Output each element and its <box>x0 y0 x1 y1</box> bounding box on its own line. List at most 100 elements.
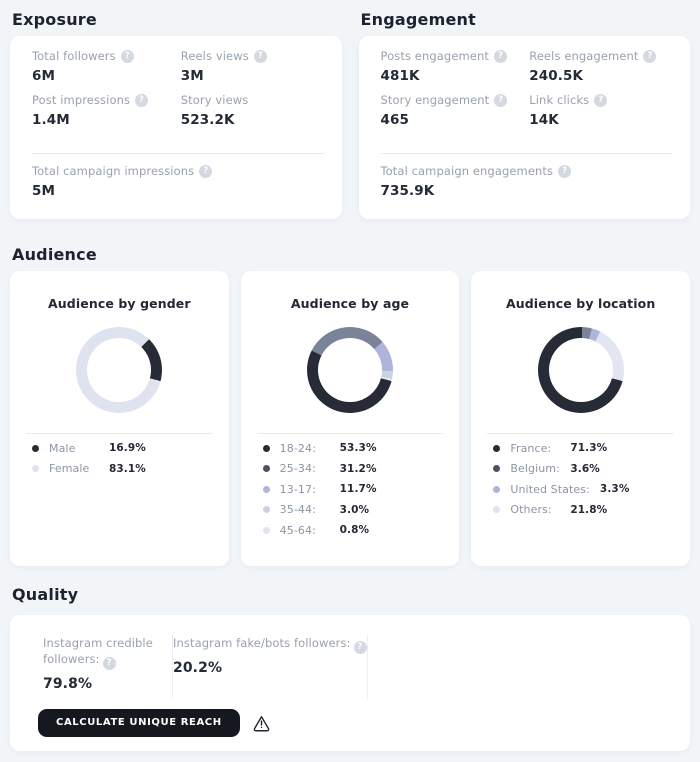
stat-value: 1.4M <box>32 112 70 128</box>
legend-dot <box>32 444 39 452</box>
legend-label: 25-34: <box>279 462 316 476</box>
help-icon[interactable] <box>594 93 608 107</box>
exposure-section: Exposure Total followers 6M <box>10 10 342 219</box>
stat-item: Total followers 6M <box>32 48 173 86</box>
stat-item: Link clicks 14K <box>529 92 670 130</box>
stat-label: Post impressions <box>32 92 173 108</box>
legend-item: 18-24: 53.3% <box>257 438 444 459</box>
legend-item: Belgium: 3.6% <box>487 459 674 480</box>
location-donut-chart <box>537 327 624 413</box>
stat-label: Posts engagement <box>381 48 522 64</box>
legend-label: 45-64: <box>279 523 316 537</box>
age-legend: 18-24: 53.3% 25-34: 31.2% 13-17: 11.7% <box>257 438 444 541</box>
legend-value: 0.8% <box>339 524 370 537</box>
stat-item: Reels views 3M <box>181 48 322 86</box>
help-icon[interactable] <box>120 49 134 63</box>
legend-label: 18-24: <box>279 441 316 455</box>
divider <box>380 153 672 154</box>
chart-title: Audience by gender <box>48 296 191 311</box>
stat-label: Reels engagement <box>529 48 670 64</box>
exposure-stats: Total followers 6M Reels views 3M <box>32 48 322 136</box>
legend-value: 53.3% <box>339 442 377 455</box>
divider <box>487 433 674 434</box>
help-icon[interactable] <box>494 93 508 107</box>
legend-item: Male 16.9% <box>26 438 213 459</box>
legend-value: 11.7% <box>339 483 377 496</box>
legend-label: France: <box>510 441 552 455</box>
divider <box>32 153 324 154</box>
calculate-unique-reach-button[interactable]: CALCULATE UNIQUE REACH <box>38 708 240 737</box>
legend-label: Others: <box>510 503 552 517</box>
legend-dot <box>262 526 270 534</box>
quality-card: Instagram credible followers: 79.8% Inst… <box>10 615 690 751</box>
divider <box>256 433 444 434</box>
quality-stat: Instagram fake/bots followers: 20.2% <box>173 635 368 699</box>
engagement-total-stat: Total campaign engagements 735.9K <box>381 163 671 201</box>
legend-item: France: 71.3% <box>487 438 674 459</box>
stat-value: 14K <box>529 112 559 128</box>
divider <box>26 433 213 434</box>
legend-value: 21.8% <box>570 503 608 516</box>
stat-label-text: Post impressions <box>32 93 131 107</box>
stat-value: 5M <box>32 183 56 199</box>
stat-value: 481K <box>380 68 420 84</box>
stat-label-text: Story engagement <box>380 93 490 107</box>
legend-value: 83.1% <box>109 462 146 475</box>
quality-stat: Instagram credible followers: 79.8% <box>10 635 173 699</box>
stat-label: Instagram fake/bots followers: <box>173 635 367 654</box>
stat-label-text: Instagram fake/bots followers: <box>173 636 351 650</box>
help-icon[interactable] <box>253 49 267 63</box>
legend-value: 3.3% <box>599 483 630 496</box>
help-icon[interactable] <box>135 93 149 107</box>
legend-label: 13-17: <box>279 482 316 496</box>
help-icon[interactable] <box>102 656 116 670</box>
help-icon[interactable] <box>199 164 213 178</box>
exposure-section-title: Exposure <box>12 10 97 29</box>
stat-label: Reels views <box>181 48 322 64</box>
help-icon[interactable] <box>558 164 572 178</box>
stat-label-text: Reels engagement <box>529 49 639 63</box>
legend-label: Female <box>49 462 90 476</box>
help-icon[interactable] <box>493 49 507 63</box>
stat-label-text: Reels views <box>180 49 249 63</box>
stat-value: 240.5K <box>529 68 584 84</box>
stat-label-text: Total followers <box>32 49 116 63</box>
stat-item: Post impressions 1.4M <box>32 92 173 130</box>
legend-item: United States: 3.3% <box>487 479 674 500</box>
help-icon[interactable] <box>353 640 367 654</box>
legend-dot <box>262 444 270 452</box>
warning-icon[interactable] <box>252 714 271 732</box>
legend-dot <box>493 506 501 514</box>
stat-label: Total campaign impressions <box>32 163 322 179</box>
location-legend: France: 71.3% Belgium: 3.6% United State… <box>487 438 674 520</box>
legend-item: 13-17: 11.7% <box>257 479 444 500</box>
stat-item: Reels engagement 240.5K <box>529 48 670 86</box>
top-stats-row: Exposure Total followers 6M <box>10 10 690 219</box>
legend-dot <box>493 485 501 493</box>
engagement-section: Engagement Posts engagement 481K <box>358 10 690 219</box>
quality-stats: Instagram credible followers: 79.8% Inst… <box>10 635 670 699</box>
stat-value: 465 <box>380 112 409 128</box>
legend-label: 35-44: <box>279 503 316 517</box>
legend-item: 35-44: 3.0% <box>257 500 444 521</box>
engagement-card: Posts engagement 481K Reels engagement 2 <box>358 36 690 219</box>
stat-value: 20.2% <box>173 659 223 676</box>
chart-title: Audience by age <box>290 296 410 311</box>
engagement-section-title: Engagement <box>360 10 476 29</box>
stat-label: Story views <box>181 92 322 108</box>
stat-label-text: Total campaign impressions <box>32 164 195 178</box>
stat-label-text: Instagram credible followers: <box>43 636 153 666</box>
audience-section-title: Audience <box>12 245 97 264</box>
audience-row: Audience by gender Male 16.9% Female 83.… <box>10 271 690 566</box>
stat-value: 6M <box>32 68 56 84</box>
quality-actions: CALCULATE UNIQUE REACH <box>38 708 670 737</box>
audience-gender-card: Audience by gender Male 16.9% Female 83.… <box>10 271 229 566</box>
legend-item: 45-64: 0.8% <box>257 520 444 541</box>
chart-title: Audience by location <box>505 296 656 311</box>
legend-dot <box>493 444 501 452</box>
stat-value: 3M <box>180 68 204 84</box>
help-icon[interactable] <box>643 49 657 63</box>
stat-label: Story engagement <box>381 92 522 108</box>
stat-item: Story views 523.2K <box>181 92 322 130</box>
